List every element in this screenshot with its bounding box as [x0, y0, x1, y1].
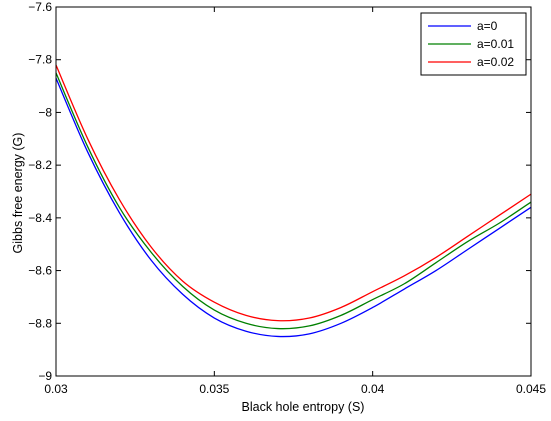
- y-axis-title: Gibbs free energy (G): [11, 133, 25, 254]
- y-tick-label: −8.2: [28, 158, 52, 172]
- y-tick-label: −8.8: [28, 316, 52, 330]
- x-tick-label: 0.04: [361, 382, 385, 396]
- legend: a=0 a=0.01 a=0.02: [420, 12, 527, 76]
- legend-label-0: a=0: [477, 19, 498, 33]
- plot-area: [55, 64, 532, 338]
- series-line-1: [55, 72, 532, 330]
- series-line-0: [55, 77, 532, 338]
- x-tick-label: 0.045: [516, 382, 546, 396]
- x-axis-title: Black hole entropy (S): [242, 400, 365, 414]
- series-line-2: [55, 64, 532, 322]
- y-tick-label: −8.6: [28, 264, 52, 278]
- y-tick-label: −8: [38, 105, 52, 119]
- x-tick-label: 0.035: [199, 382, 229, 396]
- legend-label-1: a=0.01: [477, 37, 514, 51]
- y-axis-ticks: −9 −8.8 −8.6 −8.4 −8.2 −8 −7.8 −7.6: [28, 0, 531, 383]
- y-tick-label: −7.6: [28, 0, 52, 14]
- y-tick-label: −7.8: [28, 53, 52, 67]
- axes-frame: [55, 6, 532, 377]
- y-tick-label: −8.4: [28, 211, 52, 225]
- legend-label-2: a=0.02: [477, 55, 514, 69]
- x-tick-label: 0.03: [44, 382, 68, 396]
- y-tick-label: −9: [38, 369, 52, 383]
- axes-box: [55, 6, 532, 377]
- x-axis-ticks: 0.03 0.035 0.04 0.045: [44, 7, 546, 396]
